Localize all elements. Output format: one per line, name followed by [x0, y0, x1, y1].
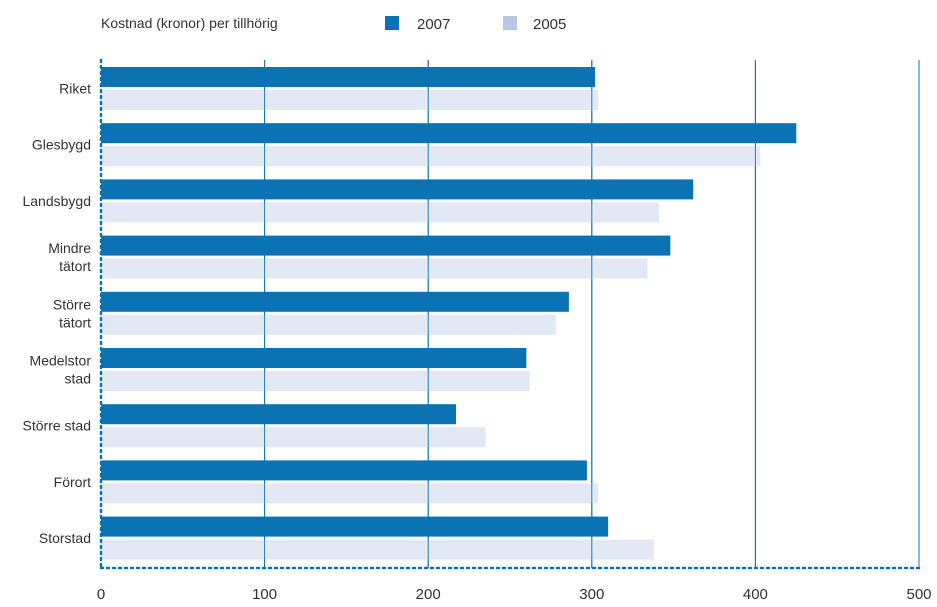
legend-label-2007: 2007: [417, 16, 450, 33]
bar-2005-större-tätort: [101, 314, 556, 335]
category-label-medelstor-stad: Medelstor stad: [30, 353, 92, 387]
category-label-line: Medelstor: [30, 353, 92, 369]
bar-2007-riket: [101, 67, 596, 87]
category-label-line: tätort: [59, 258, 91, 274]
x-tick-label-200: 200: [416, 586, 441, 603]
bar-2005-medelstor-stad: [101, 371, 530, 391]
tick-labels: 0 100 200 300 400 500: [97, 586, 932, 603]
bar-2007-glesbygd: [101, 123, 797, 144]
bar-2005-landsbygd: [101, 202, 659, 223]
category-label-mindre-tätort: Mindre tätort: [48, 240, 91, 274]
bar-2005-storstad: [101, 539, 654, 560]
x-tick-label-100: 100: [252, 586, 277, 603]
axes: [99, 58, 921, 570]
bars-2007: [101, 67, 797, 537]
x-tick-label-500: 500: [906, 586, 931, 603]
bar-2007-större-tätort: [101, 291, 569, 312]
category-label-storstad: Storstad: [39, 530, 91, 546]
x-tick-label-400: 400: [743, 586, 768, 603]
chart-title: Kostnad (kronor) per tillhörig: [101, 15, 278, 31]
bar-2007-mindre-tätort: [101, 235, 671, 256]
bar-2007-medelstor-stad: [101, 348, 527, 368]
category-label-landsbygd: Landsbygd: [22, 193, 91, 209]
category-label-line: tätort: [59, 314, 91, 330]
category-label-förort: Förort: [54, 474, 91, 490]
legend-swatch-2007: [385, 16, 399, 30]
legend: 2007 2005: [385, 16, 566, 33]
bar-2007-storstad: [101, 516, 609, 537]
x-tick-label-0: 0: [97, 586, 105, 603]
category-label-riket: Riket: [59, 81, 91, 97]
legend-label-2005: 2005: [533, 16, 566, 33]
category-label-större-stad: Större stad: [23, 418, 91, 434]
bar-2007-förort: [101, 460, 587, 481]
category-label-glesbygd: Glesbygd: [32, 137, 91, 153]
bar-2005-förort: [101, 483, 599, 504]
bars: [101, 90, 761, 560]
gridlines-overlay: [264, 60, 920, 568]
bar-2007-större-stad: [101, 404, 457, 425]
legend-swatch-2005: [503, 16, 517, 30]
category-label-line: Mindre: [48, 240, 91, 256]
bar-2007-landsbygd: [101, 179, 694, 200]
bar-2005-mindre-tätort: [101, 258, 648, 279]
bar-2005-glesbygd: [101, 146, 761, 167]
bar-2005-större-stad: [101, 427, 486, 448]
x-tick-label-300: 300: [579, 586, 604, 603]
category-label-line: Större: [53, 296, 91, 312]
category-label-större-tätort: Större tätort: [53, 296, 91, 330]
category-label-line: stad: [65, 371, 91, 387]
bar-2005-riket: [101, 90, 599, 110]
